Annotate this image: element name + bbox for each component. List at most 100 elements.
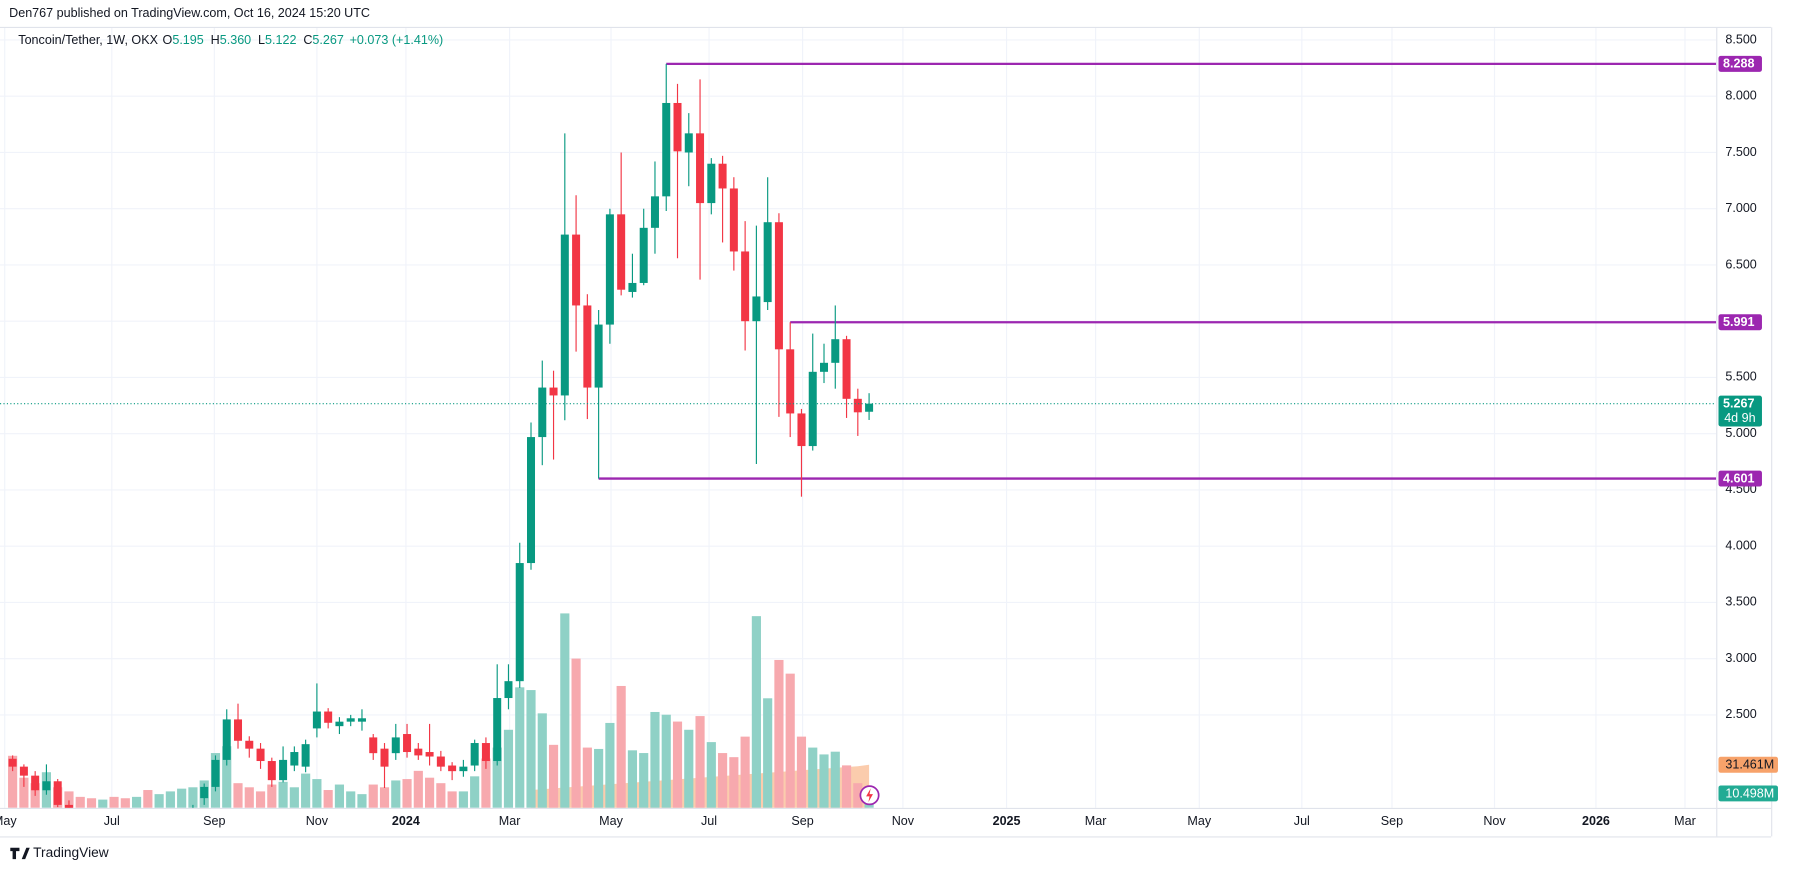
- candle-body: [617, 214, 626, 290]
- candle-body: [729, 188, 738, 252]
- x-tick-label: Sep: [203, 814, 225, 828]
- volume-bar: [86, 798, 97, 808]
- level-badge: [1718, 470, 1762, 487]
- candle-body: [357, 718, 366, 722]
- candle-body: [403, 734, 412, 753]
- footer-brand: TradingView: [33, 845, 109, 860]
- volume-bar: [718, 753, 728, 808]
- volume-bar: [120, 798, 130, 808]
- volume-bar: [379, 787, 390, 808]
- volume-bar: [19, 777, 29, 808]
- candle-body: [279, 759, 288, 781]
- y-tick-label: 4.000: [1725, 538, 1756, 552]
- candle-body: [527, 437, 536, 564]
- last-price-label: 5.267: [1723, 397, 1754, 411]
- x-tick-label: 2025: [993, 814, 1021, 828]
- candle-body: [594, 324, 603, 388]
- candle-body: [256, 748, 265, 762]
- volume-bar: [244, 787, 254, 808]
- legend-value: 5.195: [172, 33, 203, 47]
- volume-bar: [301, 773, 311, 808]
- candle-body: [391, 737, 400, 754]
- x-tick-label: Nov: [1483, 814, 1506, 828]
- volume-bar: [594, 748, 604, 808]
- candle-body: [650, 196, 659, 228]
- volume-bar: [402, 779, 412, 808]
- candle-body: [820, 362, 829, 372]
- candle-body: [842, 339, 851, 399]
- axes: 2.5003.0003.5004.0004.5005.0005.5006.000…: [0, 32, 1778, 828]
- candle-body: [797, 413, 806, 447]
- volume-ma-badge: [1718, 756, 1778, 773]
- tradingview-logo: TradingView: [10, 845, 109, 860]
- volume-bar: [830, 751, 840, 808]
- volume-bar: [785, 673, 795, 808]
- candle-body: [335, 721, 344, 727]
- x-tick-label: Nov: [306, 814, 329, 828]
- candle-body: [853, 398, 862, 413]
- volume-bar: [267, 784, 277, 808]
- volume-bar: [98, 799, 108, 808]
- volume-bar: [808, 747, 818, 808]
- volume-bar: [605, 722, 615, 808]
- x-tick-label: Jul: [701, 814, 717, 828]
- candle-body: [684, 133, 693, 153]
- legend-value: 5.360: [220, 33, 251, 47]
- legend-change: +0.073 (+1.41%): [350, 33, 444, 47]
- candle-body: [696, 133, 705, 204]
- candle-body: [459, 766, 468, 772]
- volume-bar: [627, 750, 638, 808]
- volume-badge: [1718, 785, 1778, 802]
- alert-icon: [859, 785, 880, 806]
- volume-bar: [447, 791, 457, 808]
- x-tick-label: Nov: [892, 814, 915, 828]
- volume-bar: [109, 796, 119, 808]
- volume-bar: [233, 783, 243, 808]
- candle-body: [42, 781, 51, 791]
- x-tick-label: Sep: [791, 814, 813, 828]
- candle-body: [786, 349, 795, 414]
- volume-bar: [841, 765, 852, 808]
- volume-bar: [751, 616, 761, 808]
- volume-bar: [312, 779, 322, 808]
- candle-body: [222, 719, 231, 760]
- volume-bar: [357, 794, 367, 808]
- volume-bar: [154, 794, 164, 808]
- candle-body: [504, 681, 513, 699]
- candle-body: [763, 222, 772, 303]
- x-tick-label: Sep: [1381, 814, 1403, 828]
- symbol-name: Toncoin/Tether, 1W, OKX: [18, 33, 158, 47]
- candle-body: [673, 102, 682, 152]
- volume-bar: [346, 791, 356, 808]
- volume-bar: [255, 791, 266, 808]
- volume-bar: [8, 755, 18, 808]
- volume-bar: [64, 791, 74, 808]
- candle-body: [515, 563, 524, 682]
- x-tick-label: May: [1187, 814, 1211, 828]
- publish-header: Den767 published on TradingView.com, Oct…: [9, 6, 370, 20]
- candle-body: [425, 752, 434, 757]
- x-tick-label: 2024: [392, 814, 420, 828]
- volume-bar: [819, 754, 829, 808]
- volume-bar: [571, 658, 581, 808]
- candle-body: [324, 711, 333, 723]
- legend-key: O: [163, 33, 173, 47]
- candle-body: [549, 387, 558, 396]
- level-label: 8.288: [1723, 57, 1754, 71]
- volume-bar: [515, 687, 525, 808]
- x-tick-label: Mar: [1674, 814, 1696, 828]
- volume-label: 10.498M: [1725, 786, 1774, 800]
- x-tick-label: May: [0, 814, 17, 828]
- volume-bar: [278, 781, 288, 808]
- volume-bar: [413, 770, 423, 808]
- volume-bar: [560, 613, 570, 808]
- candle-body: [436, 756, 445, 767]
- volume-bar: [639, 753, 649, 808]
- legend-key: L: [258, 33, 265, 47]
- candle-body: [19, 766, 28, 776]
- candle-body: [707, 163, 716, 204]
- volume-bar: [706, 742, 716, 808]
